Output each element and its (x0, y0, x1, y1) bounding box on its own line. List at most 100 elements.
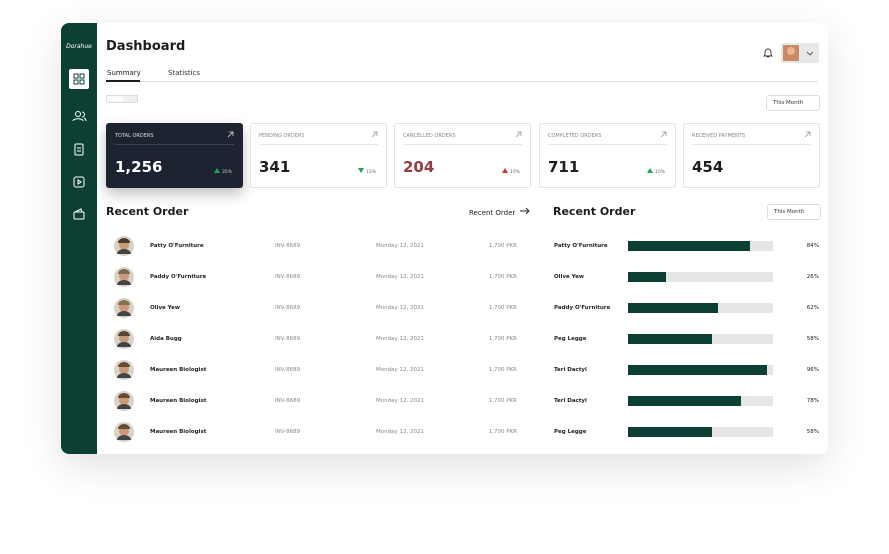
progress-name: Teri Dactyl (554, 398, 587, 404)
nav-dashboard[interactable] (69, 69, 89, 89)
customer-avatar (114, 360, 134, 380)
progress-title: Recent Order (553, 205, 636, 218)
card-label: RECEIVED PAYMENTS (692, 133, 746, 139)
stat-card[interactable]: RECEIVED PAYMENTS 454 (683, 123, 820, 188)
tab-divider (106, 81, 818, 82)
change-text: 35% (221, 170, 232, 175)
card-value: 454 (692, 158, 724, 176)
invoice-id: INV-8689 (275, 398, 301, 404)
trend-arrow (213, 168, 220, 173)
notification-bell[interactable] (762, 46, 774, 58)
card-change: 10% (501, 168, 520, 175)
stat-card[interactable]: TOTAL ORDERS 1,256 35% (106, 123, 243, 188)
trend-arrow (357, 168, 364, 173)
card-divider (115, 144, 234, 145)
invoice-id: INV-8689 (275, 305, 301, 311)
invoice-id: INV-8689 (275, 243, 301, 249)
progress-bar (628, 334, 713, 344)
order-amount: 1,700 PKR (488, 336, 517, 342)
card-divider (548, 144, 667, 145)
stat-card[interactable]: COMPLETED ORDERS 711 10% (539, 123, 676, 188)
progress-bar (628, 365, 768, 375)
progress-track (628, 334, 773, 344)
progress-name: Peg Legge (554, 336, 587, 342)
card-open-icon[interactable] (515, 131, 522, 138)
progress-period-dropdown[interactable]: This Month (767, 204, 822, 220)
card-open-icon[interactable] (371, 131, 378, 138)
customer-avatar (114, 236, 134, 256)
customer-name: Maureen Biologist (150, 429, 207, 435)
customer-name: Aida Bugg (150, 336, 182, 342)
card-change: 10% (646, 168, 665, 175)
tab-statistics[interactable]: Statistics (168, 69, 200, 77)
customer-name: Patty O'Furniture (150, 243, 204, 249)
order-amount: 1,700 PKR (488, 398, 517, 404)
progress-name: Olive Yew (554, 274, 584, 280)
link-arrow (520, 207, 530, 215)
customer-avatar (114, 422, 134, 442)
progress-name: Patty O'Furniture (554, 243, 608, 249)
order-date: Monday 12, 2021 (376, 243, 424, 249)
customer-avatar (114, 298, 134, 318)
progress-track (628, 396, 773, 406)
order-date: Monday 12, 2021 (376, 274, 424, 280)
card-open-icon[interactable] (660, 131, 667, 138)
logo: Dorahue (66, 43, 92, 50)
view-toggle[interactable] (106, 95, 138, 103)
order-date: Monday 12, 2021 (376, 429, 424, 435)
customer-avatar (114, 329, 134, 349)
customer-name: Maureen Biologist (150, 398, 207, 404)
card-divider (692, 144, 811, 145)
card-open-icon[interactable] (227, 131, 234, 138)
period-text: This Month (774, 209, 805, 215)
invoice-id: INV-8689 (275, 336, 301, 342)
order-amount: 1,700 PKR (488, 367, 517, 373)
recent-orders-link[interactable]: Recent Order (469, 207, 531, 217)
order-date: Monday 12, 2021 (376, 305, 424, 311)
card-value: 711 (548, 158, 580, 176)
stat-card[interactable]: CANCELLED ORDERS 204 10% (394, 123, 531, 188)
progress-track (628, 303, 773, 313)
card-change: 35% (213, 168, 232, 175)
progress-track (628, 272, 773, 282)
profile-avatar (783, 45, 814, 61)
nav-orders[interactable] (71, 141, 87, 157)
order-amount: 1,700 PKR (488, 429, 517, 435)
change-text: 10% (509, 170, 520, 175)
order-date: Monday 12, 2021 (376, 336, 424, 342)
nav-users[interactable] (71, 108, 87, 124)
card-label: PENDING ORDERS (259, 133, 305, 139)
change-text: 10% (654, 170, 665, 175)
nav-wallet[interactable] (71, 206, 87, 222)
progress-track (628, 365, 773, 375)
stat-card[interactable]: PENDING ORDERS 341 15% (250, 123, 387, 188)
link-text: Recent Order (469, 209, 516, 217)
nav-media[interactable] (71, 174, 87, 190)
card-value: 1,256 (115, 158, 163, 176)
change-text: 15% (365, 170, 376, 175)
progress-label: 62% (806, 305, 819, 311)
progress-track (628, 241, 773, 251)
customer-avatar (114, 391, 134, 411)
app-window: Dorahue Dashboard Summary Statistics Thi… (61, 23, 828, 454)
progress-label: 58% (806, 336, 819, 342)
progress-label: 84% (806, 243, 819, 249)
progress-bar (628, 272, 666, 282)
period-dropdown[interactable]: This Month (766, 95, 821, 111)
order-amount: 1,700 PKR (488, 274, 517, 280)
progress-track (628, 427, 773, 437)
profile-menu[interactable] (781, 43, 819, 63)
sidebar: Dorahue (61, 23, 97, 454)
customer-name: Paddy O'Furniture (150, 274, 207, 280)
invoice-id: INV-8689 (275, 429, 301, 435)
progress-bar (628, 241, 750, 251)
progress-bar (628, 303, 718, 313)
card-open-icon[interactable] (804, 131, 811, 138)
page-title: Dashboard (106, 39, 186, 54)
progress-label: 58% (806, 429, 819, 435)
tab-summary[interactable]: Summary (107, 69, 141, 77)
progress-label: 96% (806, 367, 819, 373)
progress-name: Teri Dactyl (554, 367, 587, 373)
